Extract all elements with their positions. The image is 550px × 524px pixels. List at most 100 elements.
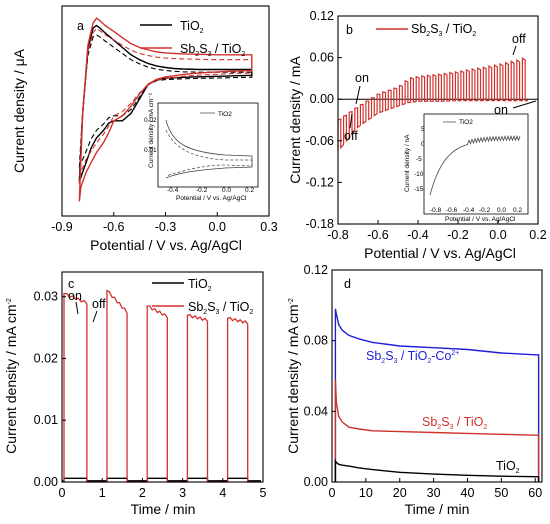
panel-a-inset-ytick-1: 0.01 (144, 147, 157, 154)
panel-d: 0 10 20 30 40 50 60 0.00 0.04 0.08 0.12 d Sb2S3 /… (285, 263, 543, 517)
panel-c-arrow-off (92, 310, 98, 323)
panel-b-xtick-5: 0.2 (529, 228, 546, 242)
panel-b-plot-area (337, 57, 538, 152)
panel-b-ylabel: Current density / mA (287, 56, 303, 184)
panel-b-inset-xtick-1: -0.6 (446, 207, 458, 214)
panel-b-ytick-2: 0.00 (310, 92, 334, 106)
panel-d-label-co: Sb2S3 / TiO2-Co2+ (366, 349, 459, 365)
panel-a-inset-legend: TiO2 (218, 111, 232, 118)
panel-c-ytick-3: 0.03 (34, 290, 58, 304)
panel-b-ytick-4: -0.12 (306, 175, 335, 189)
legend-c-sb2s3-tio2: Sb2S3 / TiO2 (188, 300, 253, 316)
panel-b-inset-ytick-1: 0 (421, 141, 425, 148)
panel-a-inset-xlabel: Potential / V vs. Ag/AgCl (176, 195, 247, 202)
panel-c-frame (61, 271, 264, 483)
panel-b-label: b (346, 23, 353, 37)
panel-d-xtick-5: 50 (494, 486, 508, 500)
panel-a-inset-dashed (165, 129, 253, 177)
panel-c-xtick-3: 3 (179, 486, 186, 500)
panel-b: -0.8 -0.6 -0.4 -0.2 0.0 0.2 0.120.060.00-0.06… (287, 9, 547, 261)
panel-a-xtick-0: -0.9 (51, 220, 73, 234)
panel-a-inset-xtick-3: 0.2 (245, 187, 254, 194)
panel-d-xtick-0: 0 (329, 486, 336, 500)
panel-a-xlabel: Potential / V vs. Ag/AgCl (90, 237, 242, 253)
panel-b-inset-ytick-0: 5 (421, 126, 425, 133)
panel-d-label: d (344, 277, 351, 291)
panel-c-legend: TiO2 Sb2S3 / TiO2 (152, 277, 253, 316)
panel-a-xtick-2: -0.3 (155, 220, 177, 234)
panel-d-label-sb2s3: Sb2S3 / TiO2 (422, 415, 487, 431)
panel-d-xtick-4: 40 (461, 486, 475, 500)
panel-c: 0 1 2 3 4 5 0.00 0.01 0.02 0.03 c on off TiO2 Sb… (3, 271, 267, 517)
legend-a-tio2: TiO2 (180, 19, 204, 35)
panel-c-ytick-2: 0.02 (34, 351, 58, 365)
panel-b-inset-xtick-2: -0.4 (463, 207, 475, 214)
panel-a-inset-xtick-1: -0.2 (196, 187, 208, 194)
panel-c-label: c (68, 277, 74, 291)
panel-b-inset-legend: TiO2 (459, 119, 473, 126)
panel-c-xtick-0: 0 (59, 486, 66, 500)
panel-d-ytick-2: 0.08 (304, 334, 328, 348)
panel-d-ytick-3: 0.12 (304, 263, 328, 277)
panel-a-xtick-4: 0.3 (260, 220, 277, 234)
panel-d-xtick-6: 60 (528, 486, 542, 500)
panel-a-xtick-3: 0.0 (209, 220, 226, 234)
panel-b-frame (337, 15, 539, 225)
panel-b-series-0 (337, 57, 528, 152)
panel-d-series-1 (334, 379, 540, 482)
panel-d-ytick-1: 0.04 (304, 404, 328, 418)
panel-b-annot-off-right: off (512, 32, 526, 46)
panel-b-inset-xtick-0: -0.8 (430, 207, 442, 214)
panel-b-annotations: on off off on (344, 32, 537, 143)
panel-b-xtick-0: -0.8 (327, 228, 349, 242)
panel-d-series-2 (334, 458, 540, 482)
panel-b-ytick-3: -0.06 (306, 134, 335, 148)
panel-b-inset-xtick-5: 0.2 (513, 207, 522, 214)
panel-d-xtick-1: 10 (359, 486, 373, 500)
legend-c-tio2: TiO2 (188, 277, 212, 293)
panel-a-plot-area (78, 17, 253, 202)
panel-d-plot-area (334, 308, 540, 482)
panel-c-ytick-0: 0.00 (34, 475, 58, 489)
panel-a-inset: TiO2 -0.4 -0.2 0.0 0.2 0.02 0.01 Potenti… (144, 92, 259, 202)
panel-d-ytick-0: 0.00 (304, 475, 328, 489)
panel-b-xlabel: Potential / V vs. Ag/AgCl (364, 245, 516, 261)
panel-a-inset-xtick-0: -0.4 (167, 187, 179, 194)
panel-b-annot-on-right: on (494, 103, 508, 117)
panel-a-inset-ytick-0: 0.02 (144, 117, 157, 124)
panel-b-inset-ytick-2: -5 (416, 156, 422, 163)
panel-b-inset-ytick-3: -10 (414, 171, 424, 178)
panel-c-series-0 (62, 477, 261, 482)
panel-b-legend: Sb2S3 / TiO2 (376, 22, 476, 38)
panel-a: -0.9 -0.6 -0.3 0.0 0.3 a TiO2 Sb2S3 / TiO2 C… (11, 5, 278, 253)
panel-b-inset-xtick-3: -0.2 (479, 207, 491, 214)
panel-a-inset-solid (165, 119, 253, 179)
panel-c-xlabel: Time / min (131, 501, 196, 517)
panel-a-label: a (77, 19, 84, 33)
panel-b-xtick-4: 0.0 (489, 228, 506, 242)
panel-d-xlabel: Time / min (405, 501, 470, 517)
panel-b-annot-off-left: off (344, 129, 358, 143)
panel-c-ytick-1: 0.01 (34, 413, 58, 427)
legend-a-sb2s3-tio2: Sb2S3 / TiO2 (180, 42, 245, 58)
panel-b-arrow-off-right (512, 45, 517, 56)
panel-c-plot-area (62, 289, 261, 483)
panel-d-series-0 (334, 308, 540, 482)
panel-b-annot-on-left: on (355, 71, 369, 85)
panel-b-xtick-2: -0.4 (407, 228, 429, 242)
panel-a-ylabel: Current density / μA (11, 48, 27, 173)
panel-b-inset-ytick-4: -15 (414, 186, 424, 193)
panel-c-annot-on: on (68, 289, 82, 303)
panel-b-inset-xlabel: Potential / V vs. Ag/AgCl (445, 216, 516, 223)
panel-b-xtick-1: -0.6 (367, 228, 389, 242)
panel-b-ytick-5: -0.18 (306, 217, 335, 231)
panel-c-xtick-1: 1 (99, 486, 106, 500)
panel-c-annot-off: off (92, 297, 106, 311)
panel-b-arrow-on-left (355, 85, 361, 105)
panel-b-ytick-0: 0.12 (310, 9, 334, 23)
panel-b-inset-xtick-4: 0.0 (497, 207, 506, 214)
legend-b-sb2s3-tio2: Sb2S3 / TiO2 (411, 22, 476, 38)
panel-d-frame (331, 269, 543, 483)
panel-c-xtick-2: 2 (139, 486, 146, 500)
